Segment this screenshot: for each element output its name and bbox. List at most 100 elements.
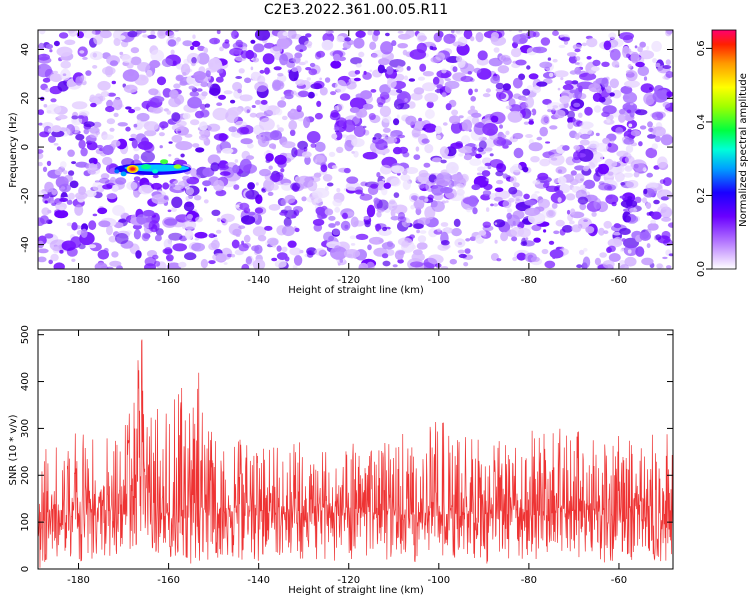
noise-blob [97,80,111,91]
noise-blob [74,204,84,216]
noise-blob [579,139,590,146]
noise-blob [362,151,378,160]
noise-blob [78,139,86,149]
noise-blob [466,208,472,213]
noise-blob [383,182,391,189]
noise-blob [611,60,620,68]
noise-blob [598,227,605,236]
noise-blob [491,32,499,40]
noise-blob [502,57,512,65]
noise-blob [451,109,459,116]
noise-blob [512,77,523,89]
noise-blob [621,238,626,242]
streak-patch [141,164,152,170]
noise-blob [452,66,458,73]
snr-panel: -180 -160 -140 -120 -100 -80 -60 0 100 200 300 400… [8,325,674,596]
noise-blob [350,57,363,65]
noise-blob [525,134,533,138]
noise-blob [326,182,334,187]
noise-blob [51,189,58,196]
noise-blob [316,210,326,220]
noise-blob [558,44,566,49]
noise-blob [401,240,410,248]
noise-blob [557,197,562,203]
noise-blob [579,72,597,81]
noise-blob [407,101,416,109]
noise-blob [316,50,326,58]
noise-blob [202,137,207,142]
noise-blob [162,182,170,190]
noise-blob [539,158,551,167]
noise-blob [567,122,574,130]
noise-blob [234,204,240,208]
noise-blob [183,220,197,230]
noise-blob [574,48,581,53]
noise-blob [601,77,609,88]
noise-blob [547,57,552,61]
noise-blob [187,96,203,109]
x-tick-label: -140 [247,275,270,286]
noise-blob [484,162,491,167]
noise-blob [166,262,182,269]
noise-blob [232,164,240,174]
noise-blob [90,102,97,108]
noise-blob [532,86,541,94]
noise-blob [281,141,296,149]
noise-blob [652,126,666,137]
noise-blob [397,216,407,223]
noise-blob [335,131,343,141]
noise-blob [97,249,110,260]
noise-blob [136,119,142,125]
noise-blob [235,39,243,47]
noise-blob [652,58,658,64]
noise-blob [93,34,103,45]
noise-blob [152,174,159,179]
noise-blob [203,47,209,54]
spectrogram-x-label: Height of straight line (km) [288,285,424,296]
noise-blob [579,121,594,129]
noise-blob [557,169,563,173]
noise-blob [185,187,195,196]
noise-blob [541,114,550,123]
noise-blob [367,30,373,36]
noise-blob [512,132,524,140]
noise-blob [144,256,157,267]
noise-blob [168,183,176,188]
spectrogram-panel: -180 -160 -140 -120 -100 -80 -60 -40 -20 0 20 40 H… [8,29,674,296]
noise-blob [255,182,259,186]
noise-blob [464,248,471,254]
noise-blob [306,131,321,144]
noise-blob [243,106,252,114]
noise-blob [468,88,473,96]
noise-blob [289,129,296,136]
noise-blob [440,266,449,269]
noise-blob [229,47,244,57]
noise-blob [608,253,621,262]
noise-blob [612,231,621,236]
noise-blob [316,100,322,107]
noise-blob [630,51,640,64]
noise-blob [218,133,228,142]
x-tick-label: -120 [337,575,360,586]
noise-blob [196,88,203,92]
noise-blob [666,91,673,98]
noise-blob [463,30,473,40]
noise-blob [353,125,366,138]
noise-blob [369,69,373,73]
noise-blob [418,169,429,178]
noise-blob [396,114,400,119]
noise-blob [190,119,200,126]
noise-blob [298,117,304,122]
noise-blob [418,117,423,122]
noise-blob [257,235,267,242]
noise-blob [415,146,420,152]
noise-blob [71,161,77,165]
noise-blob [615,127,624,135]
noise-blob [213,234,218,238]
noise-blob [498,92,507,100]
noise-blob [645,147,658,159]
noise-blob [138,184,153,195]
noise-blob [38,217,45,226]
noise-blob [39,96,45,101]
noise-blob [141,232,150,242]
